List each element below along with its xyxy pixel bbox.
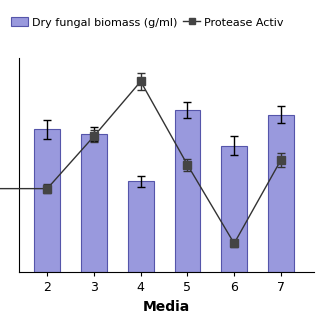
Bar [128, 181, 154, 272]
Legend: Dry fungal biomass (g/ml), Protease Activ: Dry fungal biomass (g/ml), Protease Acti… [10, 16, 285, 29]
Bar [175, 110, 200, 272]
X-axis label: Media: Media [143, 300, 190, 314]
Bar [81, 134, 107, 272]
Bar [268, 115, 294, 272]
Bar [34, 129, 60, 272]
Bar [221, 146, 247, 272]
